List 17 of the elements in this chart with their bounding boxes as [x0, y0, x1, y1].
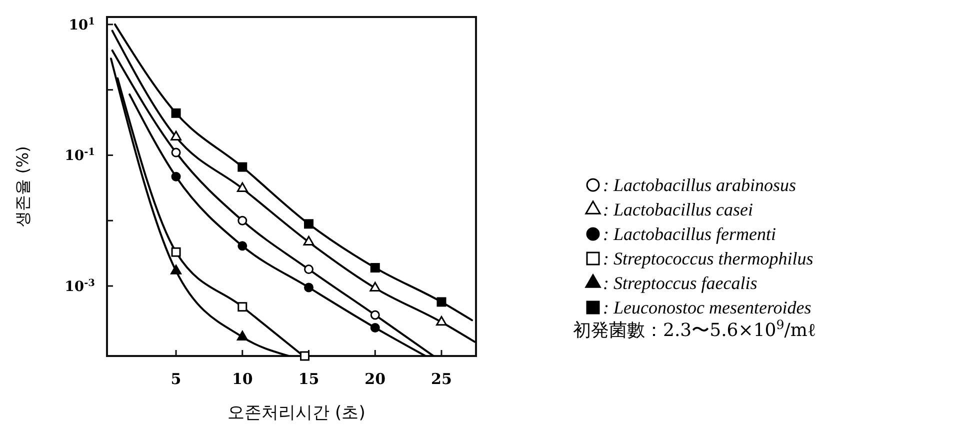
- x-tick-label: 20: [364, 370, 386, 388]
- y-tick-label: 10$^{-1}$: [64, 146, 95, 164]
- legend-label: : Lactobacillus arabinosus: [603, 175, 796, 195]
- legend-label: : Lactobacillus casei: [603, 200, 753, 220]
- y-tick-label: 10$^{-3}$: [64, 277, 96, 295]
- x-tick-label: 25: [431, 370, 452, 388]
- x-axis-title: 오존처리시간 (초): [228, 403, 366, 423]
- y-tick-label: 10$^{1}$: [68, 16, 95, 34]
- legend-label: : Leuconostoc mesenteroides: [603, 298, 812, 318]
- legend-label: : Lactobacillus fermenti: [603, 224, 776, 244]
- x-tick-label: 15: [298, 370, 320, 388]
- x-tick-label: 5: [170, 370, 182, 388]
- y-axis-title: 생존율 (%): [13, 146, 32, 227]
- x-tick-label: 10: [232, 370, 253, 388]
- legend-label: : Streptococcus thermophilus: [603, 248, 814, 268]
- legend-label: : Streptoccus faecalis: [603, 273, 758, 293]
- text: 初発菌數：2.3〜5.6×10$^{9}$/mℓ: [573, 316, 816, 341]
